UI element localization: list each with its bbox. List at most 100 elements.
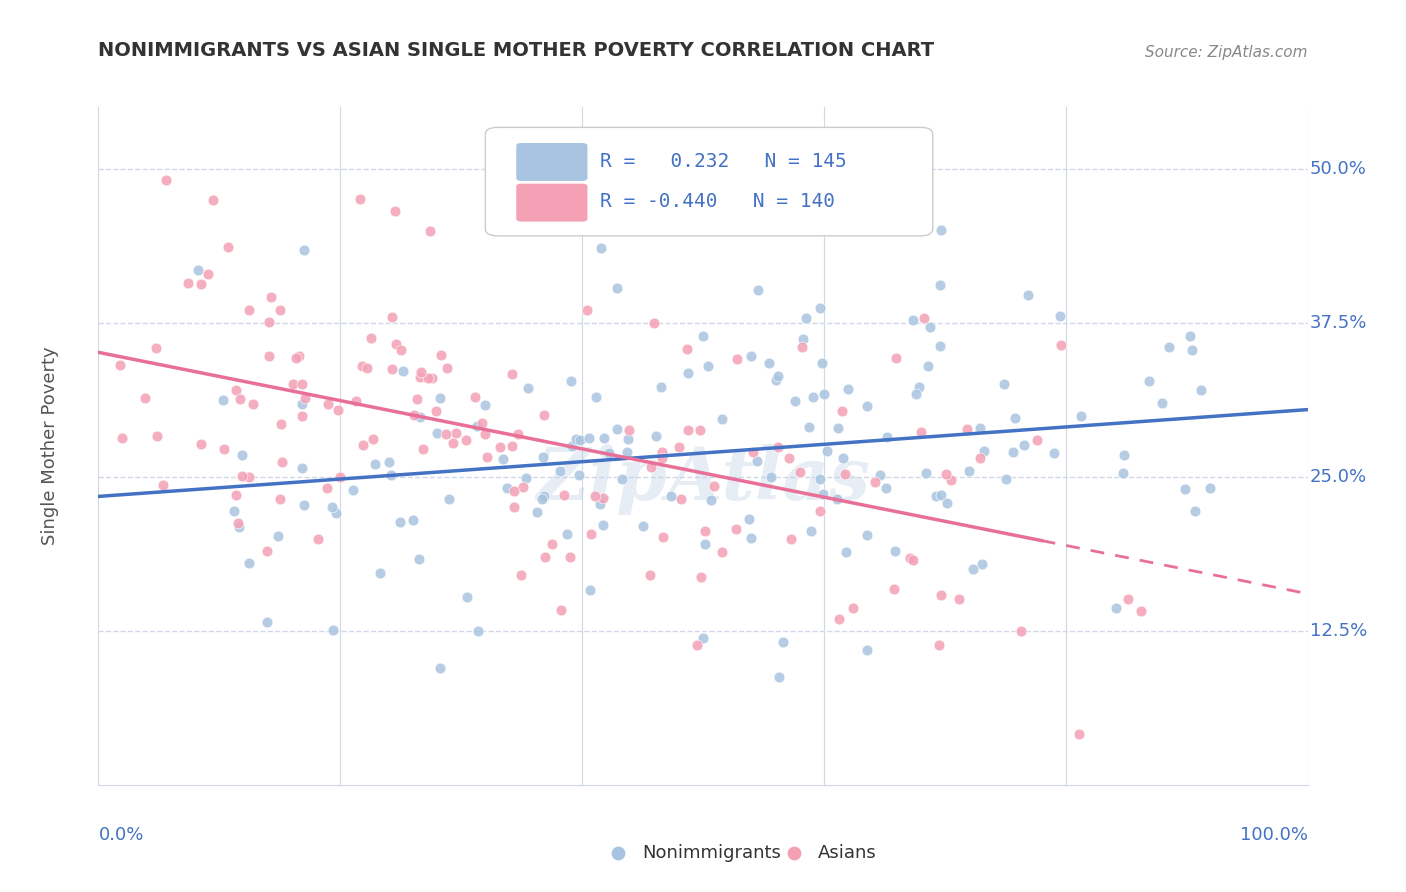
Point	[291, 377, 314, 392]
Point	[1017, 288, 1039, 302]
Point	[970, 557, 993, 571]
Point	[226, 516, 249, 530]
Point	[474, 427, 496, 442]
Point	[361, 432, 384, 446]
Point	[697, 359, 720, 373]
Point	[956, 421, 979, 435]
Point	[1067, 727, 1090, 741]
Point	[869, 468, 891, 483]
Point	[1129, 604, 1152, 618]
Point	[471, 417, 494, 431]
Point	[928, 638, 950, 652]
Point	[995, 472, 1018, 486]
Point	[385, 337, 408, 351]
Point	[925, 489, 948, 503]
Point	[402, 408, 425, 422]
Point	[419, 224, 441, 238]
Point	[325, 506, 347, 520]
Point	[801, 390, 824, 404]
Text: R = -0.440   N = 140: R = -0.440 N = 140	[600, 193, 835, 211]
Point	[699, 492, 721, 507]
Point	[201, 193, 224, 207]
Point	[640, 460, 662, 475]
Point	[402, 513, 425, 527]
Point	[512, 480, 534, 494]
Point	[834, 467, 856, 482]
Point	[224, 504, 246, 518]
Point	[271, 455, 294, 469]
Point	[550, 603, 572, 617]
Point	[465, 419, 488, 434]
Point	[765, 373, 787, 387]
Point	[416, 371, 439, 385]
Point	[430, 348, 453, 362]
Text: Asians: Asians	[818, 844, 876, 862]
Point	[111, 431, 134, 445]
Point	[898, 550, 921, 565]
Point	[187, 263, 209, 277]
Point	[901, 553, 924, 567]
Point	[671, 492, 693, 507]
Point	[409, 410, 432, 425]
Text: 0.0%: 0.0%	[98, 826, 143, 844]
Point	[145, 341, 167, 355]
Point	[242, 397, 264, 411]
Point	[856, 400, 879, 414]
Point	[1050, 338, 1073, 352]
Point	[426, 425, 449, 440]
Point	[583, 489, 606, 503]
Point	[973, 443, 995, 458]
Point	[785, 394, 807, 409]
Point	[292, 498, 315, 512]
Point	[876, 430, 898, 444]
Point	[257, 315, 280, 329]
Point	[380, 467, 402, 482]
Point	[360, 331, 382, 345]
Point	[217, 240, 239, 254]
Point	[808, 301, 831, 315]
Point	[1026, 434, 1049, 448]
Point	[1184, 503, 1206, 517]
Point	[322, 623, 344, 637]
Point	[281, 376, 304, 391]
Point	[815, 444, 838, 458]
Point	[939, 473, 962, 487]
Point	[828, 612, 851, 626]
Point	[346, 394, 368, 409]
Point	[969, 420, 991, 434]
Point	[540, 536, 562, 550]
Point	[928, 339, 950, 353]
Point	[212, 442, 235, 456]
Point	[212, 392, 235, 407]
Point	[388, 515, 411, 529]
Point	[993, 377, 1015, 392]
Point	[589, 497, 612, 511]
Point	[928, 278, 950, 293]
Point	[441, 436, 464, 450]
Point	[883, 582, 905, 596]
Text: Source: ZipAtlas.com: Source: ZipAtlas.com	[1144, 45, 1308, 60]
Point	[548, 464, 571, 478]
Point	[1181, 343, 1204, 357]
Point	[526, 505, 548, 519]
Point	[825, 492, 848, 507]
Point	[576, 302, 599, 317]
Point	[352, 438, 374, 452]
Point	[409, 365, 432, 379]
Text: ZipAtlas: ZipAtlas	[536, 444, 870, 516]
Point	[592, 491, 614, 505]
Text: 37.5%: 37.5%	[1310, 314, 1368, 332]
Text: 12.5%: 12.5%	[1310, 622, 1367, 640]
Point	[257, 350, 280, 364]
Point	[531, 450, 554, 464]
Point	[1150, 396, 1173, 410]
Point	[678, 423, 700, 437]
Point	[384, 204, 406, 219]
Point	[863, 475, 886, 490]
Point	[841, 601, 863, 615]
Point	[190, 277, 212, 292]
Point	[689, 423, 711, 437]
Point	[651, 444, 673, 458]
Point	[329, 469, 352, 483]
Point	[1178, 329, 1201, 343]
